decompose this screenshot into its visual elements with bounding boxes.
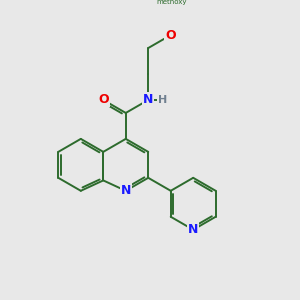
Text: N: N bbox=[143, 93, 153, 106]
Text: N: N bbox=[121, 184, 131, 197]
Text: methoxy: methoxy bbox=[157, 0, 187, 5]
Text: O: O bbox=[98, 93, 109, 106]
Text: O: O bbox=[165, 28, 176, 42]
Text: H: H bbox=[158, 95, 167, 105]
Text: N: N bbox=[188, 223, 198, 236]
